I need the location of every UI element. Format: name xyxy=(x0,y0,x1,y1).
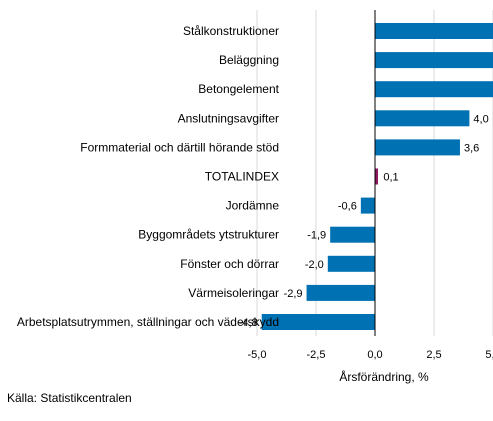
bar xyxy=(375,139,460,156)
bar xyxy=(330,226,375,243)
category-label: Värmeisoleringar xyxy=(188,286,279,300)
value-label: -4,8 xyxy=(239,317,258,329)
category-label: Arbetsplatsutrymmen, ställningar och väd… xyxy=(17,315,279,329)
bar xyxy=(360,197,375,214)
value-label: 4,0 xyxy=(473,113,488,125)
category-label: Beläggning xyxy=(219,53,279,67)
value-label: -1,9 xyxy=(307,230,326,242)
value-label: 3,6 xyxy=(464,142,479,154)
x-tick-labels: -5,0-2,50,02,55,07,5 xyxy=(248,349,493,361)
value-label: 0,1 xyxy=(383,172,398,184)
bar xyxy=(375,168,378,185)
category-label: Betongelement xyxy=(198,82,279,96)
bar xyxy=(261,314,375,330)
bar xyxy=(327,255,375,272)
x-axis-title: Årsförändring, % xyxy=(339,369,429,384)
category-label: Fönster och dörrar xyxy=(180,257,279,271)
bar xyxy=(375,81,493,98)
category-label: TOTALINDEX xyxy=(205,170,279,184)
bars xyxy=(261,23,493,330)
bar xyxy=(375,110,470,127)
category-label: Jordämne xyxy=(226,199,280,213)
x-tick-label: -2,5 xyxy=(307,349,326,361)
value-labels: 6,85,75,24,03,60,1-0,6-1,9-2,0-2,9-4,8 xyxy=(239,113,489,329)
category-label: Anslutningsavgifter xyxy=(178,111,279,125)
category-label: Byggområdets ytstrukturer xyxy=(138,228,279,242)
x-tick-label: -5,0 xyxy=(248,349,267,361)
source-note: Källa: Statistikcentralen xyxy=(7,391,132,405)
category-labels: Stålkonstruktioner Beläggning Betongelemen… xyxy=(17,24,280,329)
value-label: -2,9 xyxy=(284,288,303,300)
value-label: -2,0 xyxy=(305,259,324,271)
x-tick-label: 2,5 xyxy=(426,349,441,361)
value-label: -0,6 xyxy=(338,201,357,213)
bar xyxy=(375,52,493,69)
bar xyxy=(306,284,375,301)
category-label: Stålkonstruktioner xyxy=(183,24,279,38)
x-tick-label: 0,0 xyxy=(367,349,382,361)
x-tick-label: 5,0 xyxy=(485,349,493,361)
category-label: Formmaterial och därtill hörande stöd xyxy=(80,140,279,154)
bar xyxy=(375,23,493,39)
